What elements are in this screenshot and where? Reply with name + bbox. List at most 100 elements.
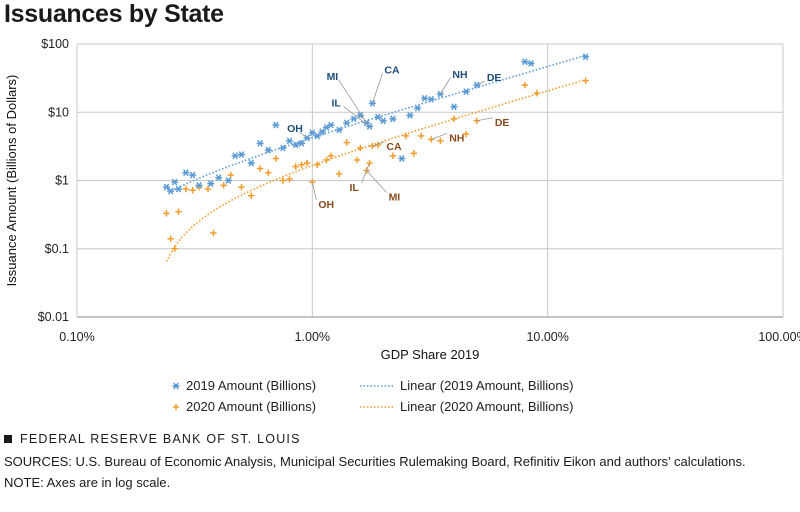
point-2019	[298, 139, 306, 147]
label-leader-line	[372, 141, 385, 147]
point-2020	[402, 132, 410, 140]
point-2020	[163, 210, 170, 217]
point-2020	[357, 144, 364, 152]
point-2020	[167, 235, 174, 242]
point-2020	[204, 185, 212, 193]
point-2020	[175, 208, 182, 215]
point-2020	[286, 175, 293, 183]
point-2019	[167, 187, 175, 195]
state-label-2020: IL	[350, 182, 360, 194]
state-label-2020: OH	[318, 199, 334, 211]
point-2020	[256, 165, 264, 172]
x-tick-label: 0.10%	[59, 330, 94, 344]
x-axis-title: GDP Share 2019	[381, 347, 480, 362]
point-2019	[171, 178, 179, 186]
point-2019	[279, 144, 287, 152]
point-2019	[182, 169, 190, 177]
sources-text: SOURCES: U.S. Bureau of Economic Analysi…	[4, 454, 746, 469]
point-2019	[356, 111, 364, 119]
point-2019	[327, 121, 335, 129]
point-2019	[247, 159, 255, 167]
trendline-2020	[165, 78, 586, 262]
y-tick-label: $1	[55, 174, 69, 188]
point-2020	[323, 156, 330, 164]
point-2020	[238, 183, 245, 191]
point-2019	[313, 132, 321, 140]
point-2019	[256, 139, 264, 147]
point-2020	[343, 139, 350, 146]
point-2020	[327, 152, 335, 160]
label-leader-line	[431, 133, 448, 140]
point-2019	[406, 111, 414, 119]
point-2019	[264, 146, 272, 154]
label-leader-line	[366, 170, 387, 193]
point-2019	[462, 88, 470, 96]
point-2020	[462, 130, 470, 138]
legend-label-2020: 2020 Amount (Billions)	[186, 399, 316, 414]
point-2020	[272, 155, 280, 162]
point-2019	[162, 183, 170, 191]
point-2019	[189, 171, 197, 179]
point-2019	[350, 115, 358, 123]
point-2019	[582, 53, 590, 61]
point-2019	[286, 137, 294, 145]
point-2019	[172, 382, 180, 390]
legend-label-2019: 2019 Amount (Billions)	[186, 378, 316, 393]
point-2019	[421, 94, 429, 102]
point-2020	[417, 132, 425, 140]
point-2019	[343, 119, 351, 127]
trendline-2019	[170, 54, 586, 192]
point-2020	[303, 159, 311, 167]
point-2020	[279, 177, 287, 184]
point-2019	[195, 181, 203, 189]
point-2019	[215, 174, 223, 182]
brand-line: FEDERAL RESERVE BANK OF ST. LOUIS	[4, 431, 794, 447]
point-2019	[414, 104, 422, 112]
point-2019	[231, 152, 239, 160]
point-2019	[450, 103, 458, 111]
point-2020	[450, 115, 458, 123]
x-tick-label: 10.00%	[526, 330, 568, 344]
point-2020	[437, 137, 444, 145]
label-leader-line	[338, 79, 367, 124]
label-leader-line	[440, 77, 451, 95]
state-label-2019: CA	[384, 64, 400, 76]
label-leader-line	[298, 131, 308, 139]
state-label-2020: DE	[495, 117, 510, 129]
x-tick-label: 100.00%	[758, 330, 800, 344]
y-tick-label: $100	[41, 37, 69, 51]
point-2020	[389, 152, 397, 160]
point-2019	[427, 95, 435, 103]
point-2019	[237, 151, 245, 158]
point-2020	[410, 150, 418, 157]
point-2020	[189, 187, 196, 194]
y-axis-title: Issuance Amount (Billions of Dollars)	[4, 75, 19, 287]
point-2019	[379, 117, 387, 125]
point-2020	[298, 161, 305, 168]
point-2020	[309, 178, 316, 186]
y-tick-label: $0.1	[45, 242, 69, 256]
point-2019	[521, 58, 529, 66]
point-2019	[318, 128, 326, 136]
point-2020	[182, 185, 190, 193]
point-2019	[335, 126, 343, 134]
point-2019	[207, 180, 215, 188]
point-2019	[308, 129, 316, 137]
state-label-2020: MI	[389, 192, 401, 204]
point-2020	[521, 81, 529, 89]
label-leader-line	[476, 117, 493, 122]
label-leader-line	[372, 73, 383, 104]
point-2019	[272, 121, 280, 129]
point-2019	[292, 141, 300, 149]
point-2019	[389, 115, 397, 123]
point-2019	[374, 113, 382, 121]
point-2020	[582, 77, 589, 84]
legend-label-trend-2020: Linear (2020 Amount, Billions)	[400, 399, 573, 414]
point-2019	[527, 59, 535, 67]
label-leader-line	[476, 80, 486, 86]
note-text: NOTE: Axes are in log scale.	[4, 475, 171, 490]
brand-square-icon	[4, 435, 12, 443]
label-leader-line	[343, 106, 370, 127]
point-2020	[265, 169, 272, 176]
point-2020	[533, 90, 541, 97]
